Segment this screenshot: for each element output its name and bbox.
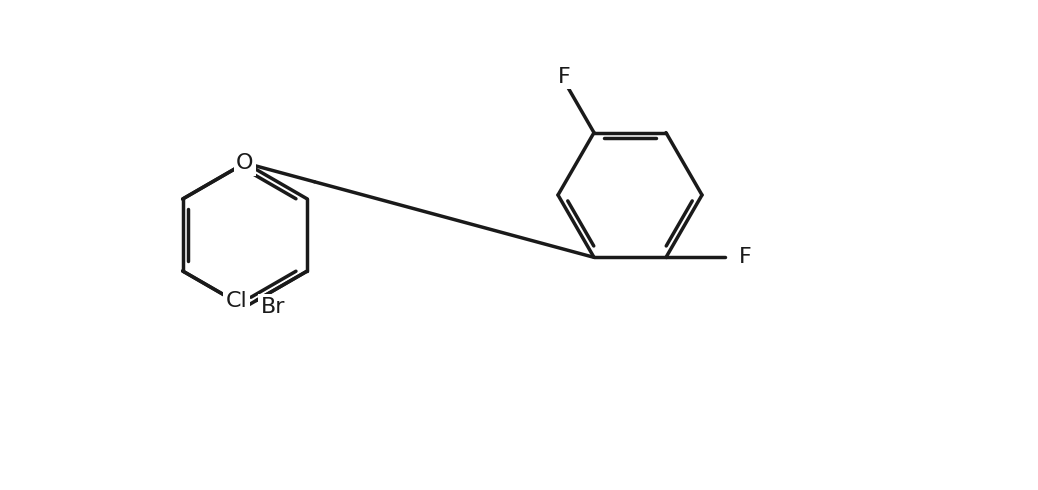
Text: O: O xyxy=(237,153,253,173)
Text: Cl: Cl xyxy=(225,291,247,311)
Text: Br: Br xyxy=(261,297,285,317)
Text: F: F xyxy=(558,67,571,87)
Text: F: F xyxy=(739,247,752,268)
